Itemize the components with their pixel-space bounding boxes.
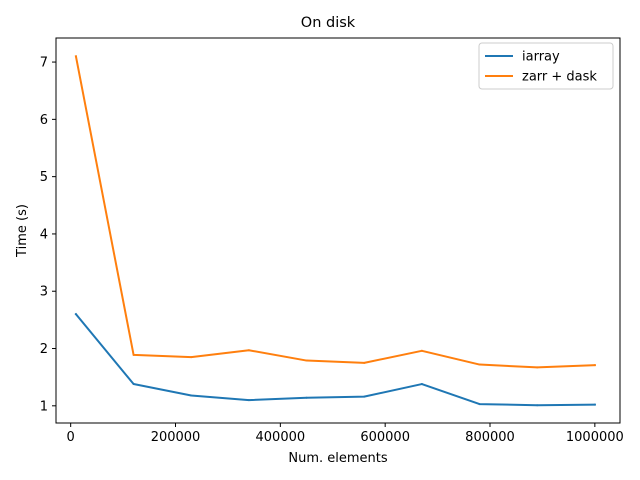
data-point-zarr-dask [305, 359, 308, 362]
x-axis-label: Num. elements [288, 451, 387, 466]
x-tick-label: 200000 [151, 430, 201, 445]
series-line-zarr-dask [74, 55, 596, 369]
y-tick-label: 5 [40, 170, 48, 185]
data-point-zarr-dask [247, 349, 250, 352]
data-point-iarray [132, 383, 135, 386]
x-tick-label: 600000 [360, 430, 410, 445]
series-line-iarray [74, 312, 596, 407]
y-tick-label: 4 [40, 227, 48, 242]
plot-frame [55, 37, 621, 424]
y-tick-label: 2 [40, 342, 48, 357]
data-point-zarr-dask [593, 364, 596, 367]
data-point-zarr-dask [363, 361, 366, 364]
data-point-iarray [74, 313, 77, 316]
x-tick-label: 800000 [465, 430, 515, 445]
data-point-zarr-dask [190, 356, 193, 359]
legend-label-zarr-dask: zarr + dask [522, 70, 597, 85]
data-point-zarr-dask [420, 349, 423, 352]
data-point-zarr-dask [478, 363, 481, 366]
legend: iarray zarr + dask [478, 42, 614, 90]
data-point-iarray [593, 403, 596, 406]
data-point-iarray [247, 399, 250, 402]
data-point-zarr-dask [536, 366, 539, 369]
chart-title: On disk [301, 15, 356, 31]
x-tick-label: 400000 [256, 430, 306, 445]
legend-label-iarray: iarray [522, 50, 560, 65]
data-point-iarray [363, 395, 366, 398]
data-point-iarray [305, 396, 308, 399]
data-point-iarray [190, 394, 193, 397]
y-tick-label: 1 [40, 399, 48, 414]
data-point-zarr-dask [132, 353, 135, 356]
legend-box [478, 42, 614, 90]
series-layer [74, 55, 596, 407]
y-tick-label: 7 [40, 56, 48, 71]
data-point-iarray [478, 403, 481, 406]
ticks-layer: 0 200000 400000 600000 800000 1000000 1 2 3 4 5 6 7 [40, 56, 624, 445]
y-axis-label: Time (s) [15, 204, 30, 258]
data-point-iarray [536, 404, 539, 407]
y-tick-label: 3 [40, 285, 48, 300]
x-tick-label: 0 [67, 430, 75, 445]
data-point-zarr-dask [74, 55, 77, 58]
data-point-iarray [420, 383, 423, 386]
y-tick-label: 6 [40, 113, 48, 128]
x-tick-label: 1000000 [566, 430, 624, 445]
